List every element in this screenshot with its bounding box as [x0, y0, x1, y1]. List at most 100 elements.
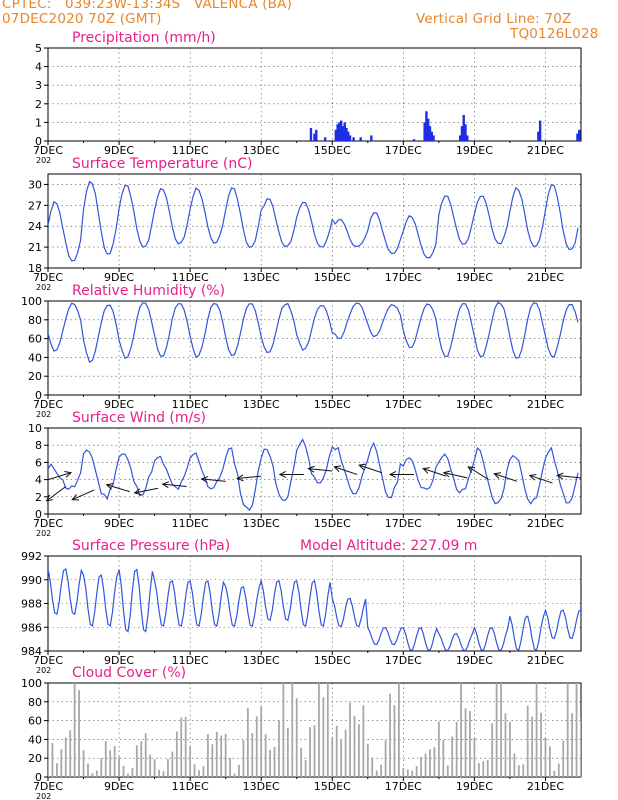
rh-xtick-label: 19DEC	[456, 398, 493, 411]
precip-bar	[341, 126, 345, 141]
wind-arrow	[200, 476, 226, 483]
cloud-bar	[184, 716, 187, 777]
cloud-bar	[553, 770, 556, 777]
cloud-bar	[362, 705, 365, 777]
precip-bar	[537, 131, 540, 141]
precip-bar	[538, 120, 542, 141]
wind-xtick-label: 11DEC	[172, 517, 209, 530]
precip-bar	[334, 129, 338, 141]
wind-arrow-head	[528, 474, 537, 481]
cloud-bar	[193, 764, 196, 777]
cloud-bar	[384, 740, 387, 777]
wind-ytick-label: 4	[35, 474, 42, 487]
cloud-bar	[340, 738, 343, 777]
cloud-xtick-label: 11DEC	[172, 780, 209, 793]
wind-arrow	[388, 470, 414, 478]
cloud-bar	[60, 749, 63, 777]
precip-bar	[336, 124, 339, 141]
wind-ytick-label: 8	[35, 439, 42, 452]
precip-bar	[359, 137, 362, 141]
model-altitude: Model Altitude: 227.09 m	[300, 538, 477, 554]
cloud-bar	[429, 749, 431, 777]
cloud-bar	[500, 683, 502, 777]
cloud-bar	[549, 746, 551, 777]
wind-arrow	[236, 474, 262, 482]
cloud-bar	[446, 765, 449, 777]
wind-arrow	[161, 481, 187, 489]
run-date-header: 07DEC2020 70Z (GMT)	[2, 11, 162, 27]
temp-ytick-label: 21	[28, 241, 42, 254]
cloud-bar	[437, 721, 440, 777]
wind-arrow	[333, 465, 358, 475]
cloud-bar	[535, 683, 538, 777]
cloud-bar	[282, 683, 285, 777]
cloud-bar	[486, 759, 489, 777]
cloud-bar	[278, 720, 280, 777]
cloud-bar	[575, 683, 578, 777]
cloud-bar	[375, 770, 378, 777]
pres-xtick-label: 17DEC	[385, 654, 422, 667]
cloud-xtick-label: 13DEC	[243, 780, 280, 793]
precip-bar	[315, 129, 318, 141]
wind-arrow	[47, 471, 73, 481]
cloud-bar	[482, 761, 485, 777]
wind-arrow-shaft	[529, 474, 553, 484]
wind-arrow-shaft	[423, 468, 447, 477]
temp-xtick-label: 15DEC	[314, 271, 351, 284]
cloud-ytick-label: 100	[21, 677, 42, 690]
cloud-bar	[127, 773, 129, 777]
temp-ytick-label: 27	[28, 199, 42, 212]
cloud-bar	[464, 708, 467, 777]
precip-bar	[309, 127, 313, 141]
temp-frame	[47, 173, 582, 269]
cloud-bar	[304, 760, 307, 777]
grid-line-note: Vertical Grid Line: 70Z	[416, 11, 572, 27]
wind-arrow-shaft	[467, 466, 489, 481]
cloud-bar	[513, 753, 516, 777]
temp-xtick-label: 21DEC	[527, 271, 564, 284]
wind-arrow-shaft	[334, 466, 358, 475]
cloud-panel: 0 20 40 60 80 100 7DEC 9DEC 11DEC 13DEC 15DEC 17DEC…	[21, 665, 582, 800]
rh-frame	[47, 300, 582, 396]
precip-xtick-label: 9DEC	[104, 144, 134, 157]
temp-ytick-label: 30	[28, 178, 42, 191]
cloud-bar	[540, 712, 542, 777]
cloud-xtick-label: 21DEC	[527, 780, 564, 793]
wind-arrow	[556, 472, 582, 480]
wind-arrow	[422, 467, 447, 477]
wind-frame	[47, 427, 582, 515]
cloud-bar	[251, 733, 254, 777]
wind-panel: 0 2 4 6 8 10 7DEC 9DEC 11DEC 13DEC 15DEC 17DEC 19DEC…	[28, 410, 582, 538]
cloud-ytick-label: 20	[28, 752, 42, 765]
cloud-bar	[358, 724, 360, 777]
cloud-bar	[64, 737, 67, 777]
cloud-bar	[522, 764, 525, 777]
precip-bar	[343, 122, 346, 141]
temp-ytick-label: 24	[28, 220, 42, 233]
rh-panel: 0 20 40 60 80 100 7DEC 9DEC 11DEC 13DEC 15DEC 17DEC…	[21, 283, 582, 419]
cloud-bar	[162, 771, 165, 777]
wind-arrow-head	[105, 483, 114, 490]
precip-bar	[430, 131, 433, 141]
rh-ytick-label: 0	[35, 389, 42, 402]
wind-arrow	[45, 486, 67, 502]
pres-xtick-label: 7DEC	[33, 654, 63, 667]
wind-arrow	[467, 466, 489, 481]
cloud-bar	[455, 721, 458, 777]
precip-bar	[348, 135, 352, 141]
cloud-bar	[393, 705, 396, 777]
wind-arrow	[105, 483, 130, 493]
wind-arrow-head	[236, 474, 244, 482]
cloud-bar	[473, 737, 476, 777]
wind-title: Surface Wind (m/s)	[72, 410, 206, 426]
cloud-bar	[309, 727, 311, 777]
wind-arrow-head	[71, 494, 79, 501]
precip-bar	[323, 137, 327, 141]
pres-ytick-label: 984	[21, 645, 42, 658]
wind-ytick-label: 0	[35, 508, 42, 521]
cloud-bar	[167, 759, 169, 777]
cloud-bar	[95, 770, 98, 777]
cloud-bar	[51, 743, 54, 777]
cloud-bar	[415, 765, 418, 777]
precip-xtick-label: 7DEC	[33, 144, 63, 157]
